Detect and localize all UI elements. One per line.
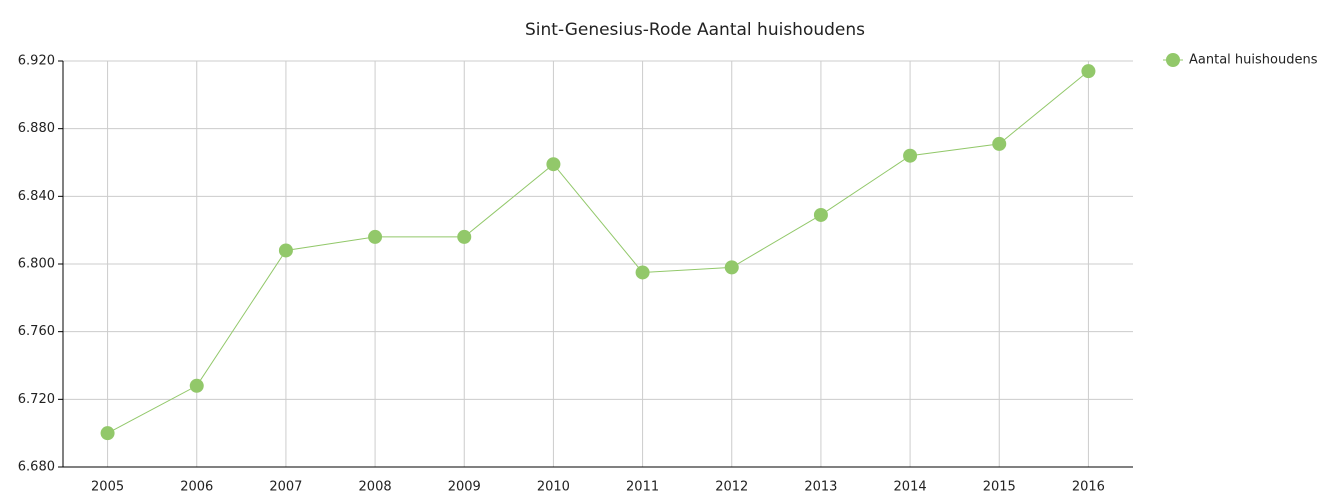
x-tick-label: 2005 xyxy=(91,480,124,495)
legend-label: Aantal huishoudens xyxy=(1189,53,1318,68)
y-tick-label: 6.800 xyxy=(18,257,55,272)
data-point xyxy=(813,207,828,222)
x-tick-label: 2006 xyxy=(180,480,213,495)
data-point xyxy=(278,243,293,258)
data-point xyxy=(546,157,561,172)
y-tick-label: 6.720 xyxy=(18,392,55,407)
x-tick-label: 2009 xyxy=(448,480,481,495)
x-tick-label: 2010 xyxy=(537,480,570,495)
data-point xyxy=(635,265,650,280)
data-point xyxy=(100,426,115,441)
series-line xyxy=(107,70,1089,434)
x-tick-label: 2013 xyxy=(804,480,837,495)
x-tick-label: 2011 xyxy=(626,480,659,495)
y-tick-label: 6.920 xyxy=(18,54,55,69)
y-tick-label: 6.680 xyxy=(18,460,55,475)
x-tick-label: 2016 xyxy=(1072,480,1105,495)
legend-marker xyxy=(1166,53,1180,67)
x-tick-label: 2015 xyxy=(983,480,1016,495)
x-tick-label: 2007 xyxy=(269,480,302,495)
data-point xyxy=(724,260,739,275)
x-tick-label: 2008 xyxy=(359,480,392,495)
chart-title: Sint-Genesius-Rode Aantal huishoudens xyxy=(525,20,865,40)
y-tick-label: 6.880 xyxy=(18,121,55,136)
x-tick-label: 2012 xyxy=(715,480,748,495)
data-point xyxy=(1081,64,1096,79)
y-tick-label: 6.840 xyxy=(18,189,55,204)
data-point xyxy=(903,148,918,163)
data-point xyxy=(457,229,472,244)
y-tick-label: 6.760 xyxy=(18,324,55,339)
data-point xyxy=(189,378,204,393)
data-point xyxy=(368,229,383,244)
x-tick-label: 2014 xyxy=(894,480,927,495)
data-point xyxy=(992,136,1007,151)
